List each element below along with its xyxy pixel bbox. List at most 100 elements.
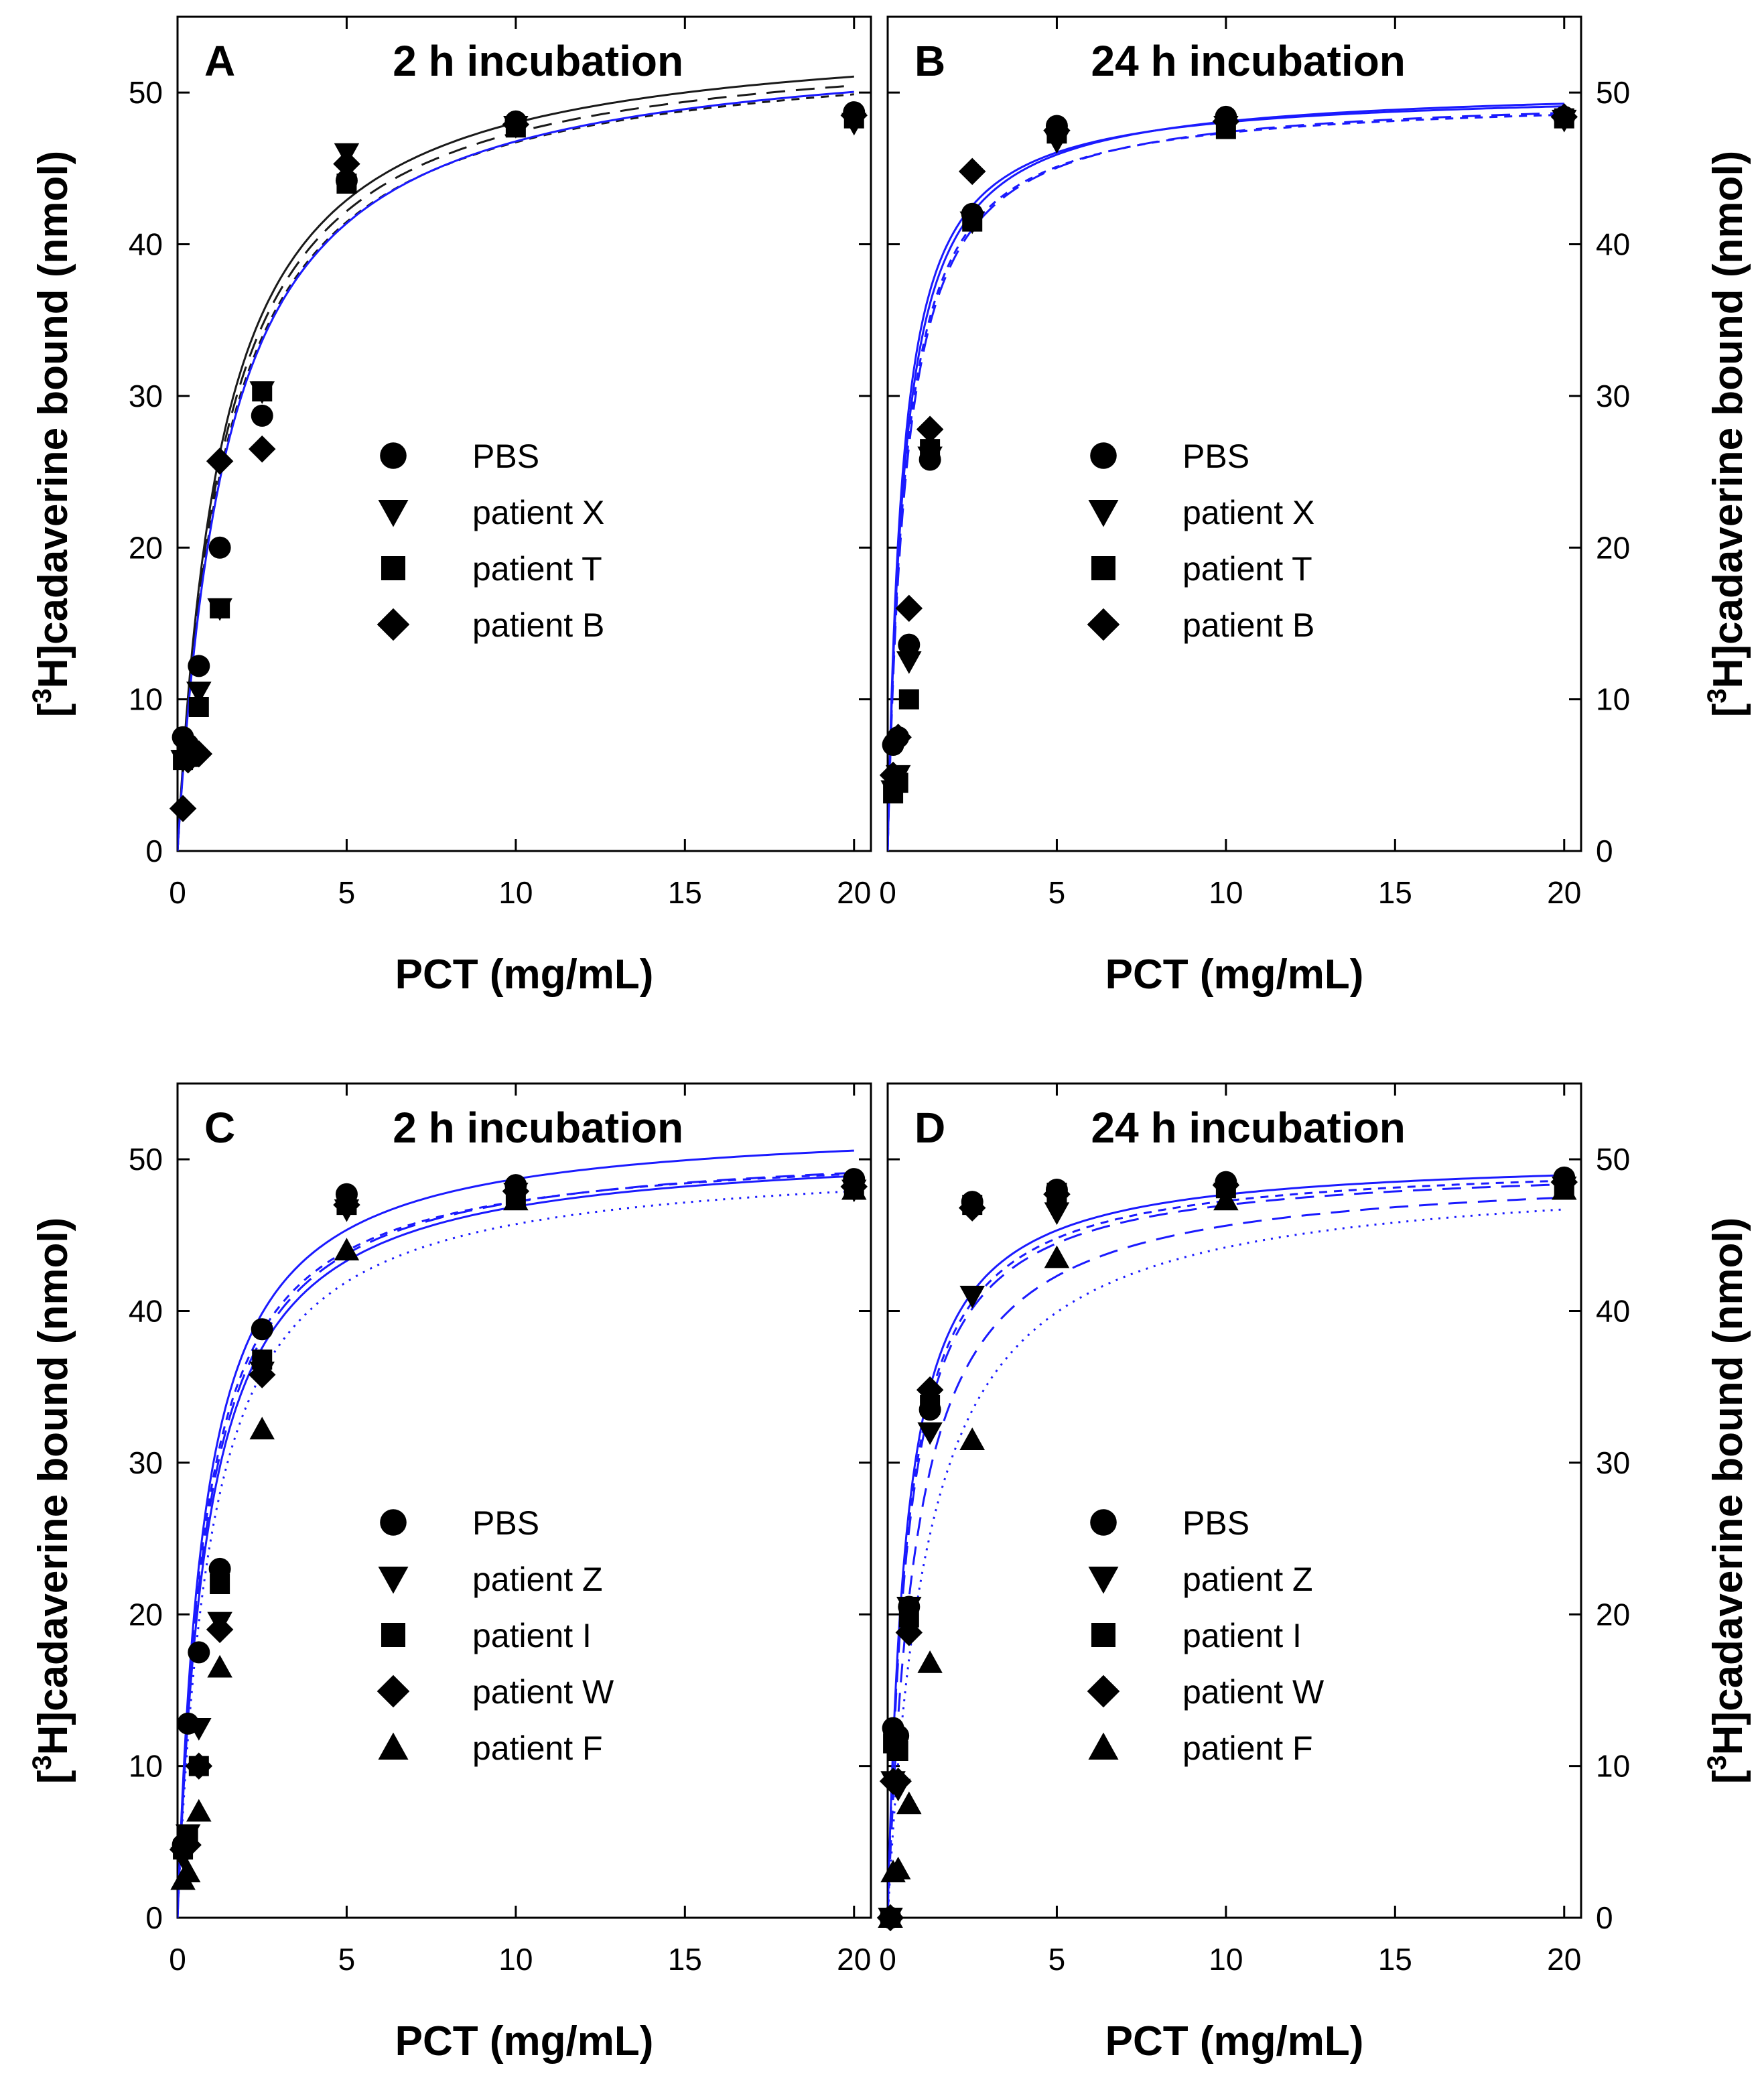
x-tick-label: 15 — [668, 1942, 702, 1977]
data-point-patient-f — [249, 1417, 275, 1440]
data-point-patient-b — [1212, 107, 1240, 135]
panel-title: 2 h incubation — [393, 37, 683, 85]
panel-C: 0 5 10 15 20 0 10 20 30 40 50 PCT (mg/mL) [3H]cadave… — [27, 1082, 872, 2064]
data-point-patient-f — [878, 1905, 903, 1928]
legend-marker — [381, 556, 405, 580]
y-tick-label: 0 — [145, 834, 163, 868]
legend-label: patient W — [1182, 1673, 1325, 1711]
data-point-patient-b — [185, 740, 213, 768]
data-point-patient-t — [962, 211, 983, 232]
fit-curve-patient-f — [178, 1190, 854, 1918]
data-point-patient-f — [207, 1654, 232, 1678]
x-tick-label: 0 — [879, 1942, 896, 1977]
data-point-patient-t — [188, 696, 209, 717]
legend-marker — [378, 1732, 409, 1760]
y-tick-label: 50 — [129, 75, 163, 110]
data-point-patient-w — [1043, 1180, 1071, 1208]
x-tick-label: 20 — [1547, 875, 1581, 910]
fit-curve-pbs — [888, 103, 1564, 851]
legend-label: patient X — [1182, 494, 1314, 531]
panel-B: 0 5 10 15 20 0 10 20 30 40 50 PCT (mg/mL) [3H]cadave… — [879, 15, 1751, 998]
x-tick-label: 10 — [498, 1942, 533, 1977]
panel-title: 24 h incubation — [1091, 37, 1406, 85]
data-point-patient-z — [186, 1718, 212, 1741]
y-tick-label: 0 — [145, 1900, 163, 1935]
legend-label: PBS — [472, 438, 539, 475]
y-tick-label: 40 — [1596, 1294, 1630, 1329]
data-point-patient-w — [958, 1194, 986, 1222]
fit-curve-patient-t — [888, 113, 1564, 851]
y-tick-label: 20 — [1596, 1597, 1630, 1632]
x-tick-label: 0 — [169, 875, 186, 910]
x-tick-label: 15 — [1378, 1942, 1412, 1977]
panel-title: 2 h incubation — [393, 1104, 683, 1152]
data-point-patient-b — [916, 415, 944, 443]
panel-letter: D — [914, 1104, 945, 1152]
y-tick-label: 50 — [1596, 75, 1630, 110]
y-tick-label: 10 — [129, 1749, 163, 1784]
x-tick-label: 20 — [837, 1942, 871, 1977]
data-point-patient-f — [896, 1791, 922, 1815]
data-point-patient-w — [206, 1616, 234, 1644]
legend-label: patient T — [472, 550, 602, 588]
x-tick-label: 20 — [837, 875, 871, 910]
data-point-pbs — [251, 404, 273, 427]
fit-curve-patient-f — [888, 1208, 1564, 1918]
data-point-patient-f — [186, 1798, 212, 1822]
data-point-patient-w — [174, 1831, 202, 1859]
legend-marker — [1090, 1509, 1117, 1536]
y-tick-label: 50 — [129, 1142, 163, 1177]
x-tick-label: 5 — [1048, 875, 1066, 910]
y-tick-label: 10 — [129, 682, 163, 717]
data-point-patient-t — [210, 598, 230, 618]
panel-D: 0 5 10 15 20 0 10 20 30 40 50 PCT (mg/mL) [3H]cadave… — [876, 1082, 1751, 2064]
legend-label: PBS — [1182, 438, 1249, 475]
data-point-patient-i — [888, 1741, 908, 1761]
legend: PBS patient X patient T patient B — [377, 438, 604, 644]
data-point-patient-b — [840, 101, 868, 129]
fit-curve-patient-z — [178, 1171, 854, 1918]
data-point-patient-z — [959, 1285, 985, 1309]
data-point-patient-t — [252, 381, 273, 402]
data-point-patient-z — [917, 1422, 943, 1445]
data-point-patient-b — [502, 111, 530, 138]
data-point-patient-w — [248, 1361, 276, 1388]
legend-label: PBS — [472, 1504, 539, 1542]
data-point-patient-i — [210, 1574, 230, 1594]
x-axis-label: PCT (mg/mL) — [1105, 952, 1364, 998]
data-point-patient-b — [333, 150, 360, 178]
legend-marker — [378, 1567, 409, 1594]
y-tick-label: 10 — [1596, 682, 1630, 717]
data-point-patient-w — [884, 1768, 912, 1795]
y-tick-label: 10 — [1596, 1749, 1630, 1784]
data-point-patient-z — [1044, 1202, 1070, 1226]
data-point-patient-b — [879, 761, 907, 789]
legend-marker — [378, 500, 409, 527]
legend-label: patient F — [472, 1729, 603, 1767]
data-point-patient-f — [175, 1859, 201, 1883]
legend-label: PBS — [1182, 1504, 1249, 1542]
data-point-patient-b — [206, 447, 234, 475]
data-point-patient-w — [333, 1191, 360, 1219]
legend-marker — [1088, 1732, 1119, 1760]
data-point-patient-x — [896, 651, 922, 674]
y-tick-label: 30 — [1596, 379, 1630, 413]
legend-label: patient I — [1182, 1617, 1302, 1654]
data-point-patient-b — [169, 795, 197, 822]
data-point-patient-b — [884, 723, 912, 751]
legend-label: patient B — [472, 606, 604, 644]
data-point-pbs — [188, 655, 210, 677]
y-tick-label: 50 — [1596, 1142, 1630, 1177]
legend-marker — [377, 608, 410, 641]
x-tick-label: 5 — [338, 875, 356, 910]
legend-label: patient I — [472, 1617, 592, 1654]
plot-frame — [176, 1082, 872, 1919]
data-point-patient-w — [1212, 1171, 1240, 1199]
x-tick-label: 10 — [1209, 875, 1243, 910]
y-tick-label: 40 — [129, 227, 163, 262]
data-point-patient-t — [898, 689, 919, 710]
data-point-patient-f — [334, 1238, 360, 1260]
data-points — [879, 103, 1578, 803]
x-tick-label: 0 — [169, 1942, 186, 1977]
